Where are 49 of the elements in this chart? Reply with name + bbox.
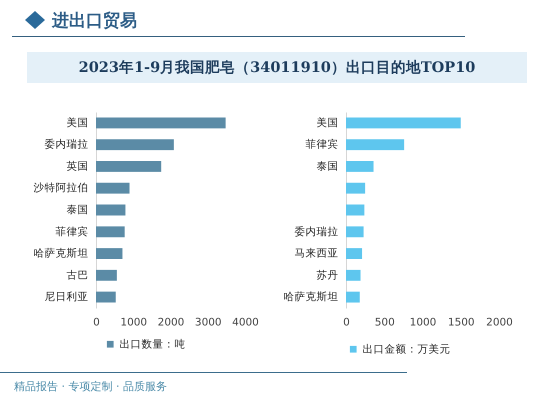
y-tick-label: 沙特阿拉伯 (34, 181, 88, 194)
bar (346, 139, 404, 150)
x-tick-label: 2000 (158, 316, 184, 328)
x-tick-label: 1000 (120, 316, 148, 328)
x-tick-label: 3000 (194, 316, 222, 328)
bar (346, 270, 361, 281)
y-tick-label: 马来西亚 (294, 246, 338, 260)
y-tick-label: 苏丹 (316, 268, 338, 282)
y-tick-label: 菲律宾 (56, 224, 88, 238)
y-tick-label: 哈萨克斯坦 (34, 246, 88, 260)
bar (346, 204, 364, 216)
x-tick-label: 1500 (448, 316, 475, 328)
y-tick-label: 委内瑞拉 (294, 224, 338, 238)
bar (96, 270, 117, 281)
text: 2023年1-9月我国肥皂（34011910）出口目的地TOP10 (78, 58, 476, 77)
bar (96, 204, 126, 216)
x-tick-label: 0 (93, 316, 100, 328)
bar (346, 117, 461, 128)
y-tick-label: 古巴 (66, 268, 88, 282)
bar (96, 248, 122, 259)
y-tick-label: 委内瑞拉 (44, 138, 88, 151)
y-tick-label: 菲律宾 (306, 138, 338, 151)
text: 精品报告 · 专项定制 · 品质服务 (14, 379, 167, 394)
bar (346, 248, 362, 259)
x-tick-label: 2000 (486, 316, 513, 328)
x-tick-label: 4000 (232, 316, 259, 328)
bar (96, 292, 116, 303)
bar (96, 117, 226, 128)
y-tick-label: 哈萨克斯坦 (284, 290, 338, 304)
x-tick-label: 500 (374, 316, 395, 328)
bar (346, 226, 364, 238)
text: 进出口贸易 (52, 10, 137, 32)
legend-label: 出口数量：吨 (120, 337, 186, 350)
legend-label: 出口金额：万美元 (362, 342, 450, 356)
x-tick-label: 1000 (410, 316, 436, 328)
x-tick-label: 0 (343, 316, 350, 328)
bar (96, 161, 162, 172)
y-tick-label: 泰国 (66, 204, 88, 216)
bar (96, 182, 130, 194)
bar (346, 292, 360, 303)
y-tick-label: 英国 (66, 159, 88, 172)
bar (96, 139, 174, 150)
bar (346, 161, 374, 172)
y-tick-label: 尼日利亚 (44, 290, 88, 304)
y-tick-label: 泰国 (316, 160, 338, 172)
bar (346, 182, 366, 194)
y-tick-label: 美国 (66, 116, 88, 129)
bar (96, 226, 125, 238)
y-tick-label: 美国 (316, 116, 338, 129)
